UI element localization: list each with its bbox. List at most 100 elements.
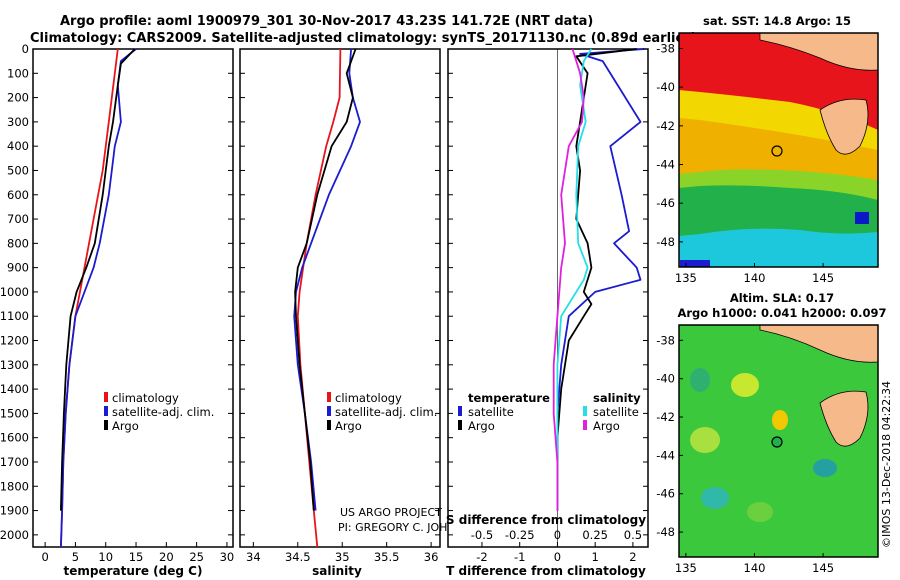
depth-tick-label: 1000 [0, 285, 29, 299]
temperature-panel: 0100200300400500600700800900100011001200… [0, 42, 234, 578]
sdiff-ticks: -0.5 -0.25 0 0.25 0.5 [471, 528, 642, 542]
temperature-ticks: 0 5 10 15 20 25 30 [41, 542, 234, 564]
sst-tasmania [819, 98, 869, 155]
legend-climatology-2: climatology [335, 391, 402, 405]
sst-map-title: sat. SST: 14.8 Argo: 15 [703, 14, 851, 28]
map-x-tick-label: 135 [675, 271, 697, 285]
salinity-lines [293, 48, 361, 548]
map-x-tick-label: 140 [744, 271, 766, 285]
map-y-tick-label: -44 [656, 448, 675, 462]
depth-tick-label: 0 [22, 42, 29, 56]
sst-mainland [759, 33, 878, 71]
series-line-argo [60, 48, 136, 511]
s-tick-label: -0.25 [505, 528, 535, 542]
legend-swatch-climatology-2 [327, 392, 331, 402]
depth-tick-label: 2000 [0, 528, 29, 542]
salinity-panel: 34 34.5 35 35.5 36 salinity climatology sate… [239, 48, 479, 578]
legend-swatch-s-argo [583, 420, 587, 430]
x-tick-label: 35 [335, 550, 350, 564]
x-tick-label: 34 [246, 550, 261, 564]
depth-tick-label: 1200 [0, 334, 29, 348]
depth-tick-label: 1100 [0, 309, 29, 323]
sdiff-xlabel: S difference from climatology [446, 513, 646, 527]
salinity-frame [239, 48, 441, 548]
depth-tick-label: 1300 [0, 358, 29, 372]
series-line-s-satellite [556, 48, 593, 511]
map-x-tick-label: 145 [812, 561, 834, 575]
depth-tick-label: 200 [7, 91, 29, 105]
legend-s-satellite: satellite [593, 405, 639, 419]
depth-tick-label: 1800 [0, 479, 29, 493]
map-y-tick-label: -40 [656, 372, 675, 386]
x-tick-label: 36 [424, 550, 439, 564]
x-tick-label: 0 [554, 550, 561, 564]
x-tick-label: 0 [41, 550, 48, 564]
x-tick-label: 10 [98, 550, 113, 564]
legend-salinity-title: salinity [593, 391, 641, 405]
sla-blob-4 [701, 487, 729, 509]
sst-patch-blue [855, 212, 869, 224]
x-tick-label: 2 [629, 550, 636, 564]
sla-blob-2 [690, 427, 720, 453]
sla-blob-1 [731, 373, 759, 397]
sla-mainland [759, 325, 878, 363]
s-tick-label: 0.25 [582, 528, 608, 542]
sst-argo-marker [771, 145, 783, 157]
legend-argo: Argo [112, 419, 139, 433]
series-line-argo [294, 48, 357, 511]
depth-tick-label: 1500 [0, 406, 29, 420]
map-x-tick-label: 140 [744, 561, 766, 575]
temperature-frame [32, 48, 234, 548]
salinity-xlabel: salinity [312, 564, 362, 578]
sla-argo-marker [771, 436, 783, 448]
copyright-stamp: ©IMOS 13-Dec-2018 04:22:34 [880, 381, 893, 548]
sla-blob-3 [772, 410, 788, 430]
map-y-tick-label: -42 [656, 410, 675, 424]
sst-map: sat. SST: 14.8 Argo: 15 135 140 145 -38 -40 -… [656, 14, 879, 285]
s-tick-label: -0.5 [471, 528, 493, 542]
map-y-tick-label: -48 [656, 525, 675, 539]
tdiff-xlabel: T difference from climatology [446, 564, 646, 578]
depth-tick-label: 300 [7, 115, 29, 129]
difference-frame [447, 48, 649, 548]
map-y-tick-label: -38 [656, 41, 675, 55]
sst-map-ticks: 135 140 145 -38 -40 -42 -44 -46 -48 [656, 41, 834, 285]
depth-tick-label: 600 [7, 188, 29, 202]
difference-lines [552, 48, 645, 547]
sla-field [679, 325, 878, 557]
depth-tick-label: 1600 [0, 431, 29, 445]
header-line1: Argo profile: aoml 1900979_301 30-Nov-20… [60, 14, 593, 29]
x-tick-label: 35.5 [374, 550, 400, 564]
header-line2: Climatology: CARS2009. Satellite-adjuste… [30, 31, 697, 46]
x-tick-label: 15 [129, 550, 144, 564]
map-y-tick-label: -46 [656, 487, 675, 501]
sla-blob-6 [813, 459, 837, 477]
x-tick-label: 30 [220, 550, 235, 564]
depth-tick-label: 800 [7, 236, 29, 250]
legend-satellite: satellite-adj. clim. [112, 405, 214, 419]
salinity-ticks: 34 34.5 35 35.5 36 [246, 542, 438, 564]
sla-map-frame [678, 324, 879, 558]
sst-map-frame [678, 32, 879, 268]
legend-climatology: climatology [112, 391, 179, 405]
sla-map-title: Altim. SLA: 0.17 [730, 291, 834, 305]
legend-swatch-argo-2 [327, 420, 331, 430]
map-y-tick-label: -48 [656, 235, 675, 249]
depth-tick-label: 500 [7, 163, 29, 177]
project-credit: US ARGO PROJECT [340, 506, 442, 519]
x-tick-label: 25 [189, 550, 204, 564]
depth-tick-label: 1400 [0, 382, 29, 396]
x-tick-label: 20 [159, 550, 174, 564]
temperature-legend: climatology satellite-adj. clim. Argo [104, 391, 214, 433]
s-tick-label: 0.5 [624, 528, 642, 542]
map-y-tick-label: -44 [656, 158, 675, 172]
legend-satellite-2: satellite-adj. clim. [335, 405, 437, 419]
series-line-satellite-adj-clim- [60, 48, 137, 548]
depth-tick-label: 400 [7, 139, 29, 153]
temperature-lines [60, 48, 137, 548]
x-tick-label: 1 [592, 550, 599, 564]
sla-map: Altim. SLA: 0.17 Argo h1000: 0.041 h2000… [656, 291, 886, 575]
depth-ticks-panel1: 0 100 200 300 400 500 600 700 800 900 1000 1100 1200… [0, 42, 29, 542]
map-y-tick-label: -40 [656, 80, 675, 94]
